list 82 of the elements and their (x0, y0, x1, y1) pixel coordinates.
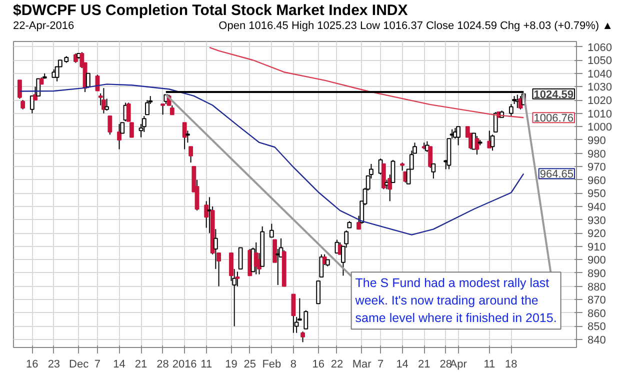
x-tick-label: 11 (200, 358, 212, 370)
y-tick-label: 1030 (588, 82, 612, 94)
x-tick-label: Dec (69, 358, 90, 370)
text: 1024.59 (534, 88, 574, 101)
y-tick-label: 930 (588, 214, 606, 227)
y-tick-label: 870 (588, 294, 606, 307)
y-tick-label: 1000 (588, 122, 612, 134)
y-tick-label: 840 (588, 334, 606, 347)
candlestick (213, 228, 218, 270)
x-tick-label: Feb (262, 358, 282, 370)
candlestick (316, 280, 321, 304)
y-tick-label: 860 (588, 308, 606, 320)
x-tick-label: 28 (156, 358, 169, 370)
y-tick-label: 900 (588, 254, 606, 267)
x-tick-label: 25 (244, 358, 256, 370)
data-label: 964.65 (540, 168, 574, 181)
y-tick-label: 890 (588, 268, 606, 280)
y-tick-label: 920 (588, 228, 606, 240)
y-tick-label: 1060 (588, 42, 612, 54)
candlestick (185, 130, 190, 144)
chart-subtitle: 22-Apr-2016 (13, 19, 74, 33)
candlestick (188, 146, 194, 164)
candlestick (238, 247, 243, 270)
candlestick (104, 98, 110, 112)
x-tick-label: 23 (48, 358, 60, 370)
y-tick-label: 880 (588, 281, 606, 294)
annotation: The S Fund had a modest rally last week. It's now trading around the same level where it finished in 2015. (354, 276, 557, 326)
candlestick (300, 331, 305, 343)
x-tick-label: 14 (113, 358, 126, 370)
candlestick (182, 122, 187, 150)
candlestick (101, 88, 106, 114)
candlestick (108, 116, 112, 136)
text: Open 1016.45 High 1025.23 Low 1016.37 Close 1024.59 Chg +8.03 (+0.79%) ▲ (218, 19, 613, 33)
x-tick-label: 19 (225, 358, 238, 370)
x-tick-label: 2016 (172, 358, 197, 370)
y-tick-label: 990 (588, 134, 606, 147)
x-tick-label: 7 (94, 358, 101, 370)
x-tick-label: 8 (290, 358, 297, 370)
x-tick-label: 14 (396, 358, 408, 370)
candlestick (30, 96, 34, 114)
x-tick-label: 16 (26, 358, 38, 370)
y-tick-label: 850 (588, 321, 606, 334)
x-tick-label: 21 (134, 358, 148, 370)
y-tick-label: 1050 (588, 55, 612, 68)
candlestick (431, 163, 436, 180)
x-tick-label: 28 (440, 358, 452, 370)
candlestick (232, 268, 237, 327)
data-label: 1006.76 (534, 112, 574, 125)
candlestick (294, 316, 299, 334)
x-tick-label: 18 (505, 358, 518, 370)
y-tick-label: 1010 (588, 108, 612, 120)
candlestick (508, 104, 514, 117)
y-tick-label: 950 (588, 188, 606, 200)
x-tick-label: Apr (450, 358, 468, 370)
candlestick (474, 135, 480, 156)
y-tick-label: 1040 (588, 68, 612, 80)
line-series (208, 46, 524, 118)
candlestick (18, 80, 22, 100)
candlestick (145, 100, 150, 116)
x-tick-label: 16 (312, 358, 324, 370)
candlestick (117, 123, 122, 150)
y-tick-label: 980 (588, 148, 606, 160)
line-series (19, 84, 524, 236)
candlestick (36, 78, 41, 97)
x-tick-label: 21 (418, 358, 430, 370)
y-tick-label: 1020 (588, 95, 612, 108)
y-tick-label: 940 (588, 201, 606, 214)
x-tick-label: Mar (352, 358, 372, 370)
x-tick-label: 7 (377, 358, 384, 370)
candlestick (456, 126, 461, 146)
chart-title: $DWCPF US Completion Total Stock Market Index INDX (13, 2, 409, 19)
candlestick (20, 100, 26, 110)
candlestick (319, 254, 324, 278)
y-tick-label: 960 (588, 174, 606, 187)
y-tick-label: 910 (588, 241, 606, 254)
candlestick (291, 294, 296, 334)
candlestick (269, 223, 274, 238)
x-tick-label: 22 (330, 358, 344, 370)
y-tick-label: 970 (588, 162, 606, 174)
candlestick (272, 239, 277, 263)
candlestick (490, 134, 495, 152)
x-tick-label: 11 (484, 358, 496, 370)
